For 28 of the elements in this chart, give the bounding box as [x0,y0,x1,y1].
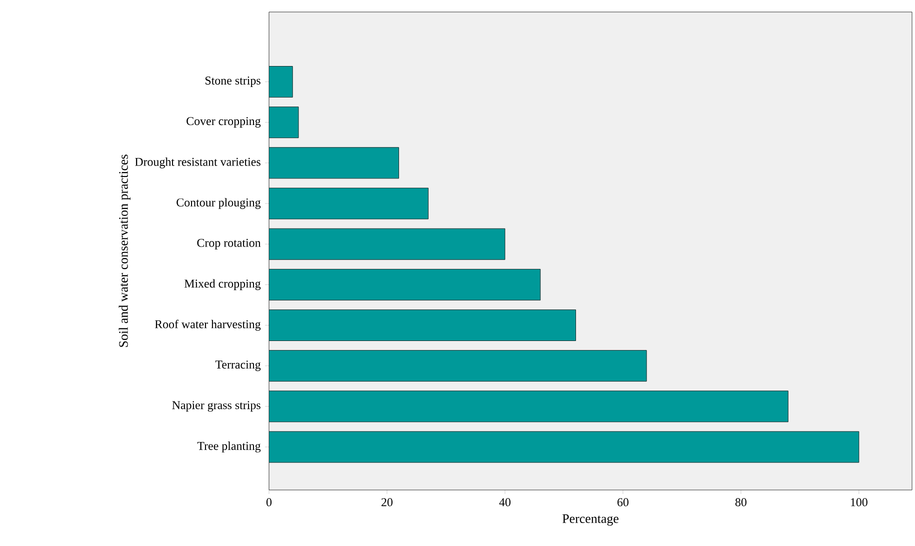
bar [269,188,428,220]
bar [269,66,293,98]
bar [269,390,788,422]
bar [269,350,647,382]
bar [269,147,399,179]
y-tick-label: Stone strips [205,76,260,88]
y-tick-label: Terracing [215,360,261,372]
y-tick-label: Tree planting [197,442,261,452]
y-tick-label: Napier grass strips [172,401,260,412]
x-tick-label: 80 [735,498,746,506]
y-tick-label: Contour plouging [176,198,261,209]
x-tick-label: 60 [617,498,628,506]
y-tick-label: Mixed cropping [184,279,261,290]
bar [269,268,541,300]
y-tick-label: Drought resistant varieties [135,158,260,168]
y-axis-title: Soil and water conservation practices [118,154,130,347]
x-tick-label: 100 [851,498,868,506]
x-axis-title: Percentage [562,514,618,526]
y-tick-label: Roof water harvesting [154,320,261,331]
bar [269,310,576,341]
x-tick-label: 20 [382,498,393,506]
x-tick-label: 0 [266,498,272,506]
y-tick-label: Cover cropping [186,117,261,128]
bar [269,106,299,138]
bar [269,431,860,463]
bar [269,228,506,260]
x-tick-label: 40 [499,498,510,506]
y-tick-label: Crop rotation [197,238,261,250]
